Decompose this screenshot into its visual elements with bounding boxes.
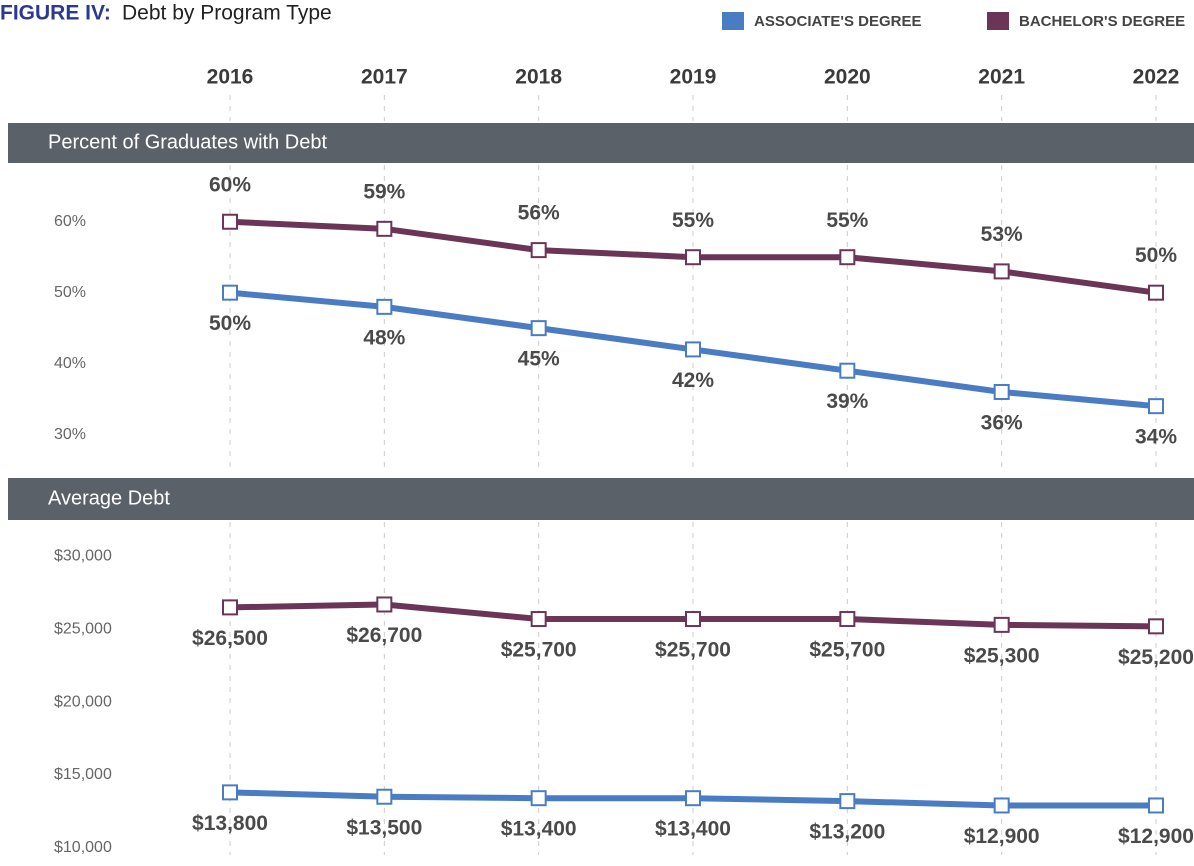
data-label: $13,200 — [809, 821, 885, 844]
y-tick-label: $25,000 — [54, 620, 112, 637]
data-point — [530, 790, 547, 807]
data-label: 48% — [363, 326, 405, 349]
data-point — [1148, 398, 1164, 415]
y-tick-label: 60% — [54, 213, 86, 230]
data-point — [839, 362, 856, 379]
data-point — [530, 611, 547, 628]
data-point — [685, 790, 701, 807]
data-point — [993, 797, 1010, 814]
data-point — [530, 242, 547, 259]
data-label: $25,200 — [1118, 646, 1194, 669]
y-tick-label: $15,000 — [54, 766, 112, 783]
y-tick-label: $10,000 — [54, 839, 112, 856]
x-tick-label: 2017 — [361, 66, 408, 89]
data-label: $13,800 — [192, 812, 268, 835]
panel-header — [8, 123, 1194, 163]
data-label: $25,700 — [655, 639, 731, 662]
y-tick-label: 30% — [54, 426, 86, 443]
data-point — [222, 284, 238, 301]
x-tick-label: 2016 — [207, 66, 254, 89]
y-tick-label: 50% — [54, 284, 86, 301]
data-label: $13,500 — [346, 816, 422, 839]
data-point — [530, 320, 547, 337]
data-label: 34% — [1135, 426, 1177, 449]
legend-label: ASSOCIATE'S DEGREE — [754, 13, 921, 30]
data-label: 36% — [981, 412, 1023, 435]
data-point — [685, 611, 701, 628]
y-tick-label: 40% — [54, 355, 86, 372]
y-tick-label: $30,000 — [54, 548, 112, 565]
data-point — [376, 298, 393, 315]
data-point — [222, 213, 238, 230]
x-tick-label: 2018 — [515, 66, 562, 89]
x-tick-label: 2022 — [1133, 66, 1180, 89]
data-label: $25,700 — [809, 639, 885, 662]
data-point — [685, 249, 701, 266]
data-point — [1148, 284, 1164, 301]
data-point — [685, 341, 701, 358]
data-label: $26,700 — [346, 624, 422, 647]
legend-swatch — [987, 12, 1009, 30]
x-tick-label: 2020 — [824, 66, 871, 89]
data-label: 42% — [672, 369, 714, 392]
panel-title: Percent of Graduates with Debt — [48, 131, 327, 153]
data-label: 53% — [981, 223, 1023, 246]
panel-header — [8, 478, 1194, 520]
data-label: $25,300 — [964, 644, 1040, 667]
data-label: 50% — [209, 312, 251, 335]
data-point — [993, 616, 1010, 633]
data-point — [1148, 797, 1164, 814]
data-label: $13,400 — [501, 818, 577, 841]
x-tick-label: 2019 — [670, 66, 717, 89]
data-point — [993, 263, 1010, 280]
data-point — [1148, 618, 1164, 635]
data-label: 59% — [363, 180, 405, 203]
data-label: 45% — [518, 348, 560, 371]
data-point — [222, 784, 238, 801]
legend-label: BACHELOR'S DEGREE — [1019, 13, 1185, 30]
data-label: 60% — [209, 173, 251, 196]
data-label: 56% — [518, 202, 560, 225]
data-label: $25,700 — [501, 639, 577, 662]
data-label: 50% — [1135, 244, 1177, 267]
data-label: 39% — [826, 390, 868, 413]
data-label: $12,900 — [964, 825, 1040, 848]
data-label: 55% — [672, 209, 714, 232]
data-label: $12,900 — [1118, 825, 1194, 848]
data-point — [376, 220, 393, 237]
data-point — [222, 599, 238, 616]
data-point — [839, 249, 856, 266]
data-point — [376, 788, 393, 805]
panel-title: Average Debt — [48, 487, 170, 509]
data-label: $13,400 — [655, 818, 731, 841]
figure-label: FIGURE IV: — [0, 2, 111, 25]
legend-swatch — [722, 12, 744, 30]
data-point — [993, 383, 1010, 400]
data-point — [376, 596, 393, 613]
data-point — [839, 793, 856, 810]
data-label: $26,500 — [192, 627, 268, 650]
data-label: 55% — [826, 209, 868, 232]
x-tick-label: 2021 — [978, 66, 1025, 89]
data-point — [839, 611, 856, 628]
figure-title: Debt by Program Type — [122, 2, 332, 25]
y-tick-label: $20,000 — [54, 693, 112, 710]
